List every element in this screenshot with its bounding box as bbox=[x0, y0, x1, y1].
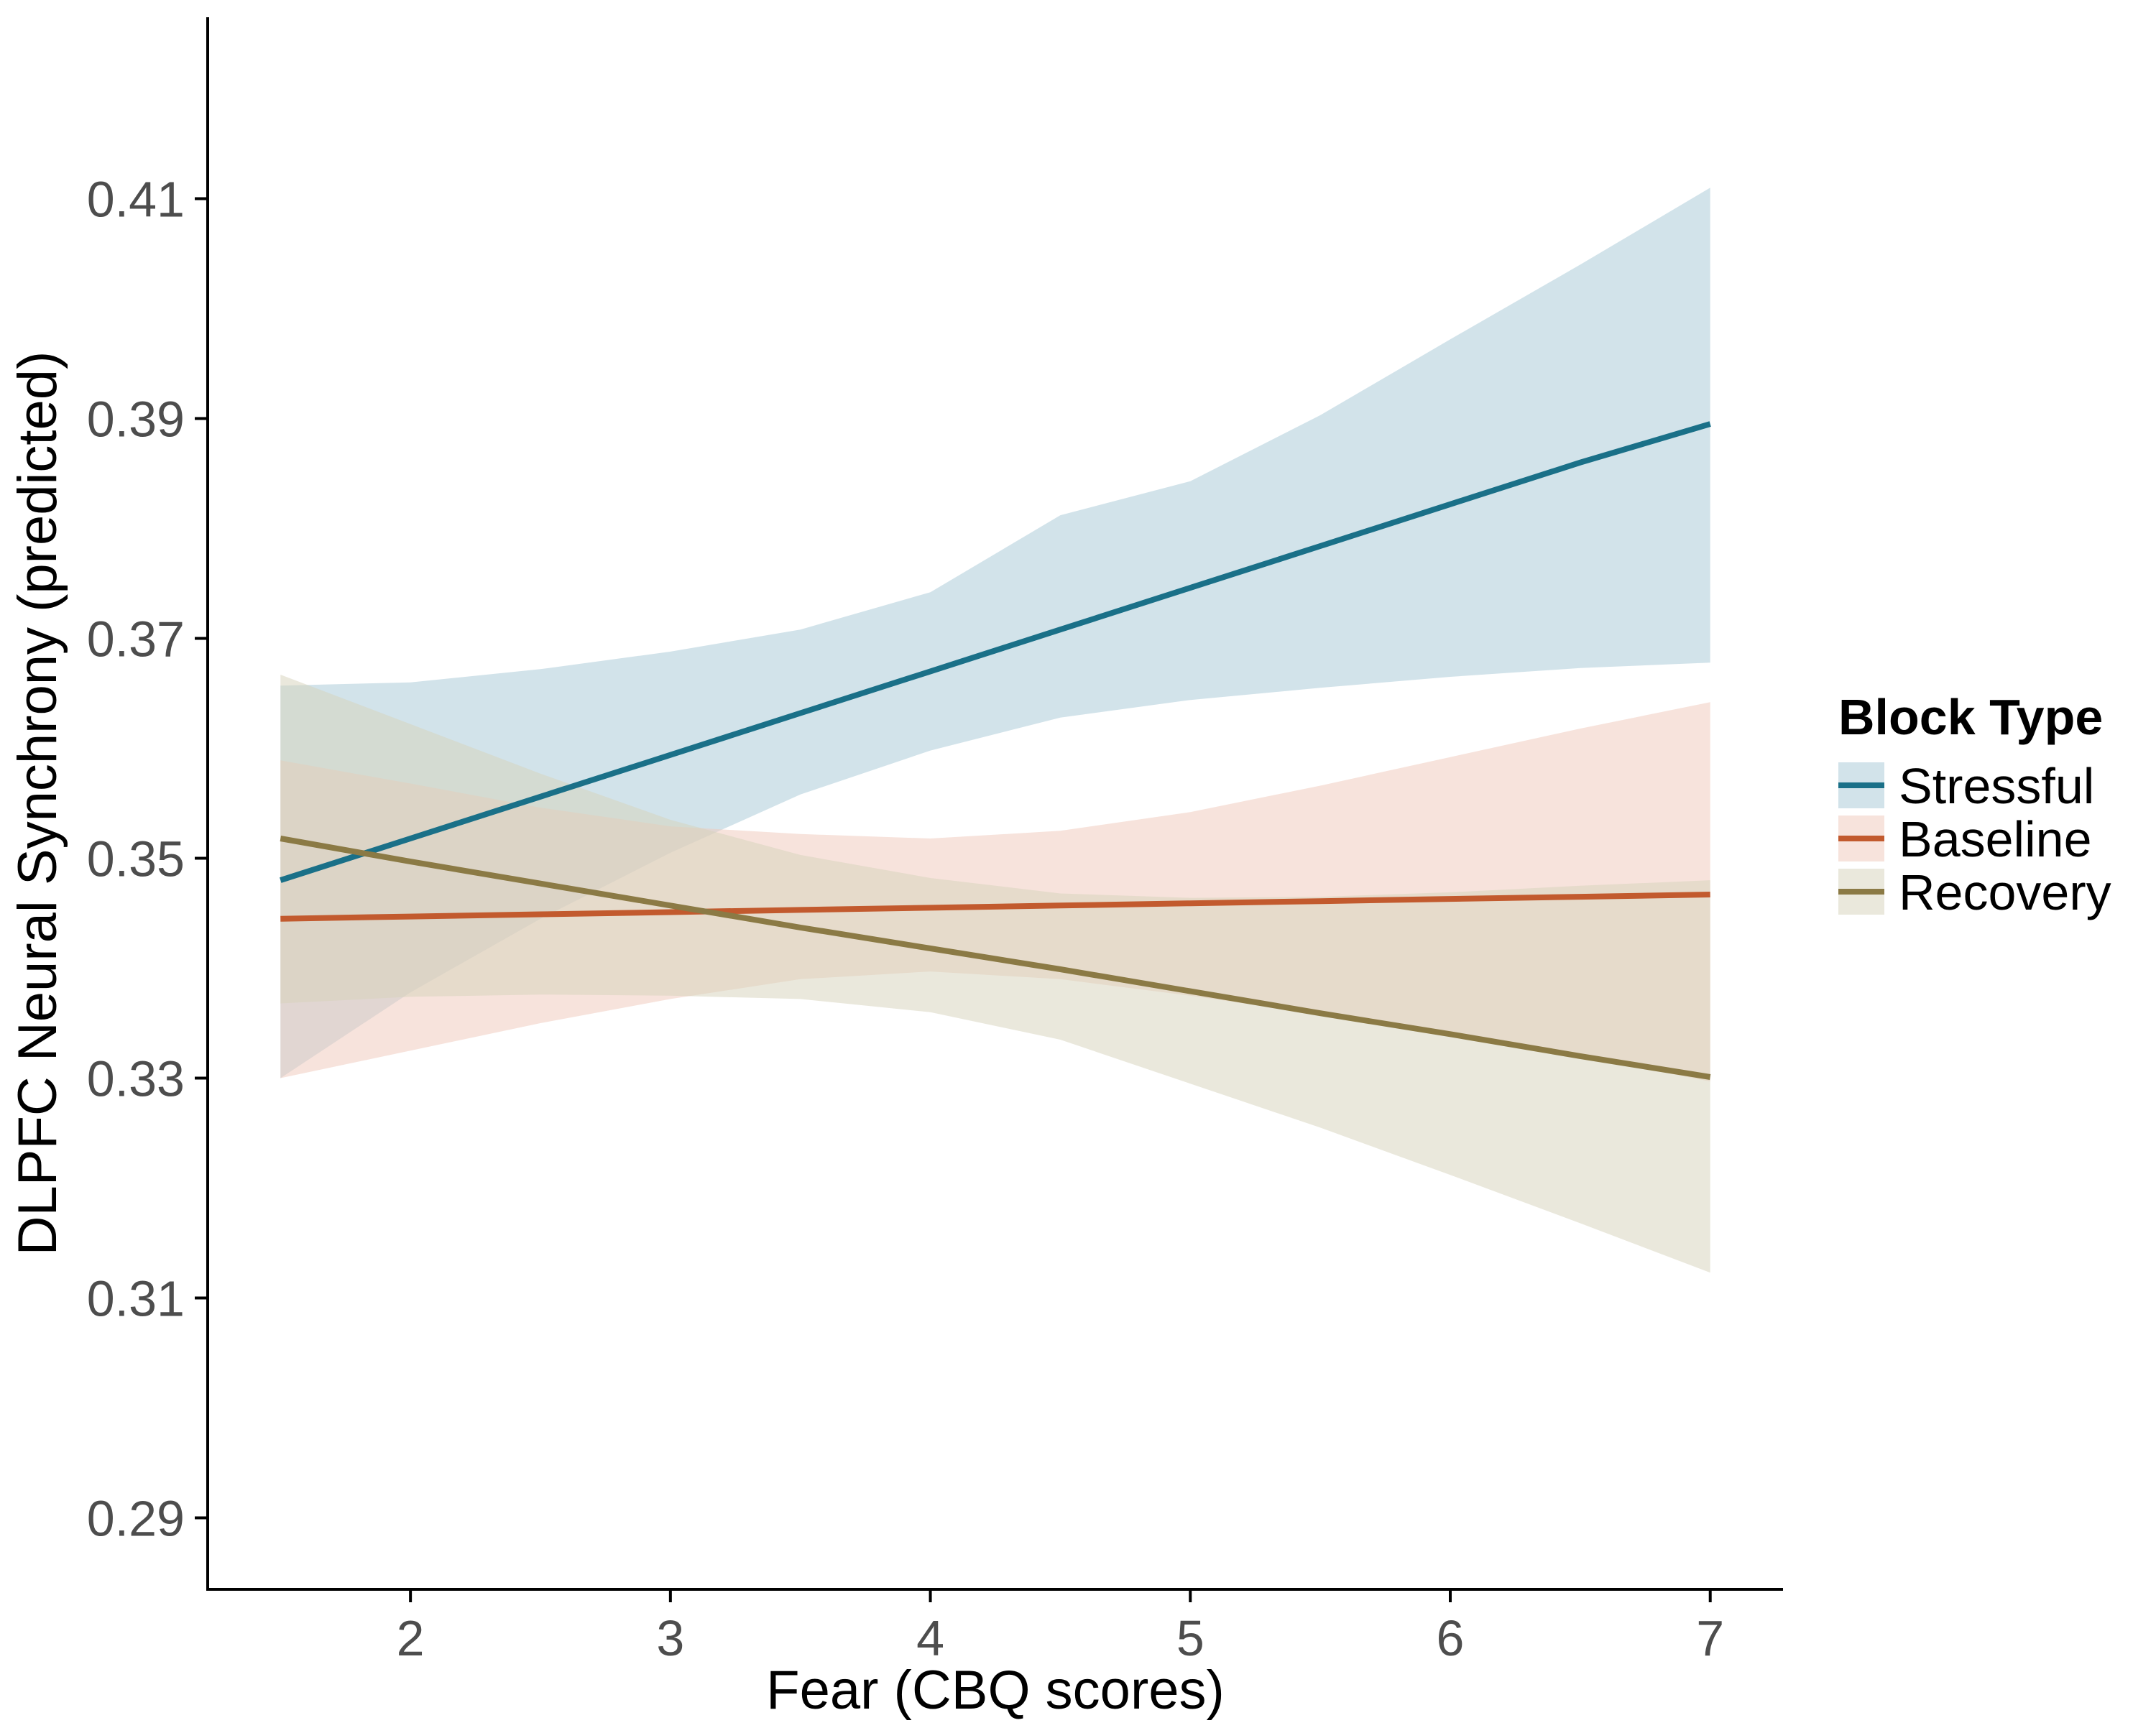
y-tick-label-0-41: 0.41 bbox=[87, 171, 185, 227]
line-stressful bbox=[280, 421, 1711, 883]
x-tick-label-4: 4 bbox=[916, 1610, 944, 1666]
legend-title: Block Type bbox=[1838, 689, 2103, 745]
line-recovery bbox=[280, 836, 1711, 1080]
legend-label-stressful: Stressful bbox=[1899, 758, 2094, 814]
series-lines bbox=[280, 421, 1711, 1080]
y-tick-label-0-33: 0.33 bbox=[87, 1051, 185, 1107]
line-baseline bbox=[280, 892, 1710, 922]
axes bbox=[206, 17, 1783, 1591]
band-recovery bbox=[280, 675, 1710, 1273]
x-tick-label-7: 7 bbox=[1696, 1610, 1724, 1666]
y-tick-label-0-35: 0.35 bbox=[87, 831, 185, 887]
legend-label-recovery: Recovery bbox=[1899, 864, 2111, 920]
x-tick-label-6: 6 bbox=[1437, 1610, 1465, 1666]
y-axis-title: DLPFC Neural Synchrony (predicted) bbox=[7, 351, 68, 1256]
x-axis-title: Fear (CBQ scores) bbox=[766, 1660, 1225, 1721]
y-tick-label-0-37: 0.37 bbox=[87, 611, 185, 667]
x-tick-label-2: 2 bbox=[397, 1610, 425, 1666]
legend-label-baseline: Baseline bbox=[1899, 811, 2092, 867]
legend-item-stressful: Stressful bbox=[1838, 758, 2094, 814]
y-tick-label-0-31: 0.31 bbox=[87, 1271, 185, 1327]
legend-item-baseline: Baseline bbox=[1838, 811, 2092, 867]
confidence-bands bbox=[280, 188, 1710, 1273]
y-tick-label-0-29: 0.29 bbox=[87, 1491, 185, 1547]
y-tick-label-0-39: 0.39 bbox=[87, 391, 185, 447]
x-ticks: 2 3 4 5 6 7 bbox=[397, 1589, 1724, 1666]
x-tick-label-3: 3 bbox=[656, 1610, 684, 1666]
x-tick-label-5: 5 bbox=[1176, 1610, 1204, 1666]
legend-item-recovery: Recovery bbox=[1838, 864, 2111, 920]
y-ticks: 0.29 0.31 0.33 0.35 0.37 0.39 0.41 bbox=[87, 171, 208, 1547]
